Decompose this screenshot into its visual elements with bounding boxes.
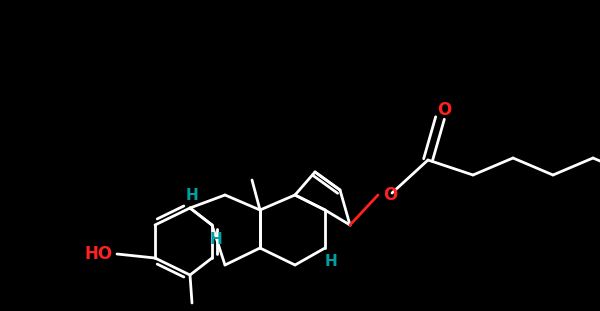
- Text: H: H: [185, 188, 199, 203]
- Text: HO: HO: [85, 245, 113, 263]
- Text: O: O: [383, 186, 397, 204]
- Text: H: H: [209, 231, 223, 247]
- Text: H: H: [325, 254, 337, 270]
- Text: O: O: [437, 101, 451, 119]
